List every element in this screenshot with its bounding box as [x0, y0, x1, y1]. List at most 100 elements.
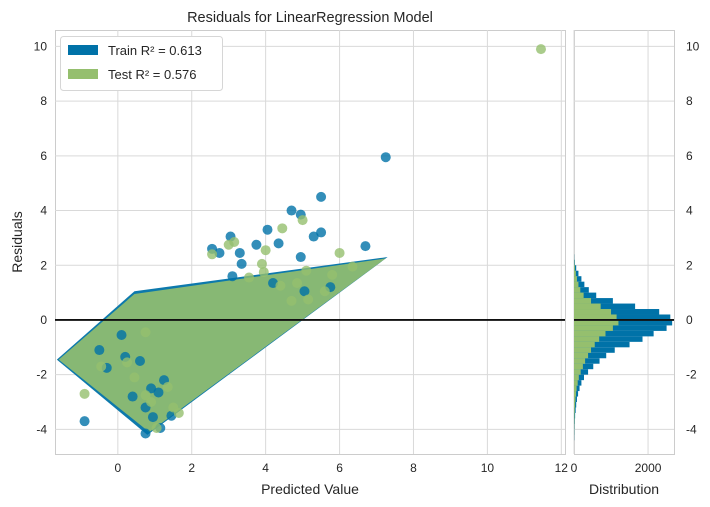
x-axis-label: Predicted Value: [261, 481, 359, 497]
legend: Train R² = 0.613 Test R² = 0.576: [60, 36, 223, 91]
test-histogram-bar: [574, 374, 579, 381]
train-histogram-bar: [574, 281, 585, 288]
distribution-plot-area: -4 -2 0 2 4 6 8 10 0 2000: [571, 30, 700, 475]
test-point: [207, 249, 218, 260]
y-axis-label: Residuals: [9, 211, 25, 272]
train-point: [147, 412, 158, 423]
main-plot-area: 0 2 4 6 8 10 12 -4 -2 0 2 4 6 8 10: [34, 30, 568, 475]
train-histogram-bar: [574, 287, 589, 293]
y-tick-label: -4: [36, 422, 47, 436]
test-point: [303, 294, 314, 305]
train-point: [135, 355, 145, 366]
test-point: [286, 295, 297, 306]
y-tick-label: 4: [40, 204, 47, 218]
test-point: [297, 215, 308, 226]
test-histogram-bar: [574, 298, 592, 304]
test-histogram-bar: [574, 341, 595, 348]
test-point: [277, 223, 288, 234]
distribution-y-tick-label: -2: [686, 368, 697, 382]
train-point: [140, 428, 151, 439]
test-point: [162, 381, 173, 392]
legend-label-test: Test R² = 0.576: [108, 67, 197, 82]
y-tick-label: 10: [34, 39, 48, 53]
train-histogram-bar: [574, 347, 615, 353]
train-histogram-bar: [574, 341, 630, 348]
distribution-y-tick-label: -4: [686, 422, 697, 436]
legend-swatch-train: [68, 45, 98, 55]
distribution-y-tick-label: 0: [686, 313, 693, 327]
train-histogram-bar: [574, 276, 582, 282]
test-histogram-bar: [574, 319, 619, 326]
train-point: [360, 241, 371, 252]
distribution-x-tick-label: 0: [571, 461, 578, 475]
train-histogram-bar: [574, 374, 584, 381]
train-point: [227, 271, 238, 282]
train-histogram-bar: [574, 352, 607, 359]
distribution-y-tick-label: 4: [686, 204, 693, 218]
distribution-y-tick-label: 2: [686, 258, 693, 272]
train-histogram-bar: [574, 309, 660, 315]
test-histogram-bar: [574, 336, 600, 342]
train-histogram-bar: [574, 336, 643, 342]
main-y-ticks: -4 -2 0 2 4 6 8 10: [34, 39, 48, 436]
test-histogram-bar: [574, 314, 617, 320]
test-point: [173, 407, 184, 418]
test-histogram-bar: [574, 363, 583, 370]
test-point: [223, 239, 234, 250]
test-histogram-bar: [574, 270, 576, 277]
y-tick-label: 2: [40, 258, 47, 272]
test-histogram-bar: [574, 391, 577, 397]
legend-label-train: Train R² = 0.613: [108, 43, 202, 58]
distribution-histogram: [574, 254, 673, 441]
train-point: [214, 247, 225, 258]
train-point: [273, 238, 284, 249]
train-histogram-bar: [574, 298, 613, 304]
train-histogram-bar: [574, 265, 577, 271]
train-point: [236, 258, 247, 269]
train-point: [316, 191, 327, 202]
x-tick-label: 0: [114, 461, 121, 475]
train-point: [295, 252, 306, 263]
test-histogram-bar: [574, 330, 606, 337]
test-histogram-bar: [574, 380, 578, 386]
test-point: [258, 267, 269, 278]
train-point: [308, 231, 319, 242]
train-histogram-bar: [574, 259, 575, 266]
train-point: [234, 247, 245, 258]
train-point: [299, 286, 310, 297]
test-point: [244, 272, 255, 283]
train-histogram-bar: [574, 292, 597, 299]
chart-title: Residuals for LinearRegression Model: [187, 10, 433, 26]
test-point: [301, 265, 312, 276]
test-point: [260, 245, 271, 256]
train-point: [262, 224, 273, 235]
test-point: [140, 327, 151, 338]
x-tick-label: 8: [410, 461, 417, 475]
test-histogram-bar: [574, 287, 581, 293]
legend-box: [60, 36, 223, 91]
test-histogram-bar: [574, 369, 581, 375]
test-histogram-bar: [574, 325, 613, 331]
train-point: [316, 227, 327, 238]
train-point: [79, 416, 90, 427]
train-histogram-bar: [574, 385, 580, 392]
test-histogram-bar: [574, 347, 592, 353]
train-histogram-bar: [574, 369, 589, 375]
test-histogram-bar: [574, 303, 601, 310]
train-point: [146, 383, 157, 394]
train-point: [116, 330, 127, 341]
train-histogram-bar: [574, 325, 667, 331]
test-point: [96, 361, 107, 372]
train-histogram-bar: [574, 407, 576, 413]
train-point: [153, 387, 164, 398]
test-point: [334, 247, 345, 258]
test-point: [79, 388, 90, 399]
x-tick-label: 12: [555, 461, 569, 475]
main-x-ticks: 0 2 4 6 8 10 12: [114, 461, 568, 475]
test-histogram-bar: [574, 352, 589, 359]
distribution-y-ticks: -4 -2 0 2 4 6 8 10: [686, 39, 700, 436]
train-histogram-bar: [574, 270, 579, 277]
train-histogram-bar: [574, 363, 594, 370]
y-tick-label: 0: [40, 313, 47, 327]
